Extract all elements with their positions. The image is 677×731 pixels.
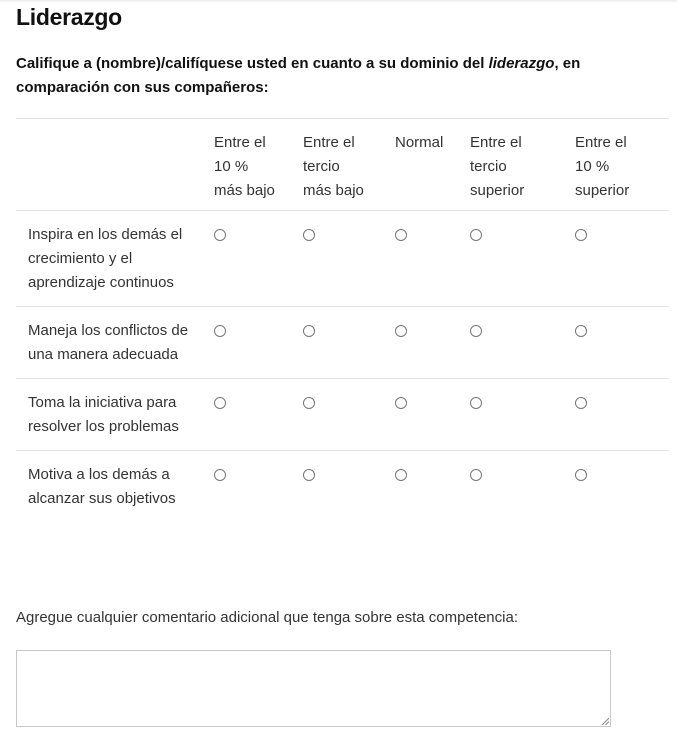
radio-lowest-third[interactable] xyxy=(303,397,315,409)
column-header-lowest-third: Entre el tercio más bajo xyxy=(303,118,395,211)
radio-lowest-10[interactable] xyxy=(214,229,226,241)
radio-top-10[interactable] xyxy=(575,325,587,337)
rating-matrix: Entre el 10 % más bajo Entre el tercio m… xyxy=(16,118,669,522)
question-suffix: , en comparación con sus compañeros: xyxy=(16,55,581,96)
matrix-row-motiva: Motiva a los demás a alcanzar sus objeti… xyxy=(16,450,669,522)
comment-label: Agregue cualquier comentario adicional q… xyxy=(16,609,518,626)
matrix-header-row: Entre el 10 % más bajo Entre el tercio m… xyxy=(16,118,669,211)
section-title: Liderazgo xyxy=(16,4,122,30)
radio-top-third[interactable] xyxy=(470,325,482,337)
radio-top-third[interactable] xyxy=(470,469,482,481)
radio-top-10[interactable] xyxy=(575,397,587,409)
column-header-top-10: Entre el 10 % superior xyxy=(575,118,669,211)
radio-top-10[interactable] xyxy=(575,229,587,241)
radio-normal[interactable] xyxy=(395,229,407,241)
radio-top-10[interactable] xyxy=(575,469,587,481)
radio-normal[interactable] xyxy=(395,397,407,409)
radio-top-third[interactable] xyxy=(470,229,482,241)
header-empty-cell xyxy=(16,118,214,211)
row-label: Maneja los conflictos de una manera adec… xyxy=(28,322,189,363)
radio-lowest-third[interactable] xyxy=(303,229,315,241)
question-text: Califique a (nombre)/califíquese usted e… xyxy=(16,52,616,100)
radio-lowest-10[interactable] xyxy=(214,325,226,337)
column-header-normal: Normal xyxy=(395,118,470,211)
radio-lowest-10[interactable] xyxy=(214,469,226,481)
radio-lowest-third[interactable] xyxy=(303,469,315,481)
matrix-row-iniciativa: Toma la iniciativa para resolver los pro… xyxy=(16,378,669,451)
matrix-row-conflictos: Maneja los conflictos de una manera adec… xyxy=(16,306,669,379)
question-prefix: Califique a (nombre)/califíquese usted e… xyxy=(16,55,489,72)
question-emphasis: liderazgo xyxy=(488,55,555,72)
competency-section: Liderazgo Califique a (nombre)/califíque… xyxy=(16,4,669,522)
column-header-lowest-10: Entre el 10 % más bajo xyxy=(214,118,303,211)
top-divider xyxy=(0,0,677,3)
matrix-row-inspira: Inspira en los demás el crecimiento y el… xyxy=(16,210,669,307)
radio-lowest-third[interactable] xyxy=(303,325,315,337)
radio-top-third[interactable] xyxy=(470,397,482,409)
comment-textarea[interactable] xyxy=(16,650,611,727)
radio-lowest-10[interactable] xyxy=(214,397,226,409)
radio-normal[interactable] xyxy=(395,469,407,481)
column-header-top-third: Entre el tercio superior xyxy=(470,118,575,211)
row-label: Motiva a los demás a alcanzar sus objeti… xyxy=(28,466,176,507)
row-label: Toma la iniciativa para resolver los pro… xyxy=(28,394,179,435)
radio-normal[interactable] xyxy=(395,325,407,337)
resize-handle-icon[interactable] xyxy=(601,717,609,725)
row-label: Inspira en los demás el crecimiento y el… xyxy=(28,226,183,291)
